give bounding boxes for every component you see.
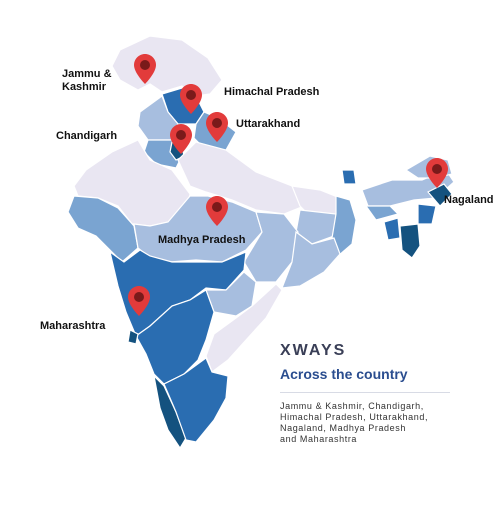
label-nagaland: Nagaland xyxy=(444,194,494,206)
info-panel: XWAYS Across the country Jammu & Kashmir… xyxy=(280,342,490,445)
state-nagaland[interactable] xyxy=(427,183,453,207)
label-uttarakhand: Uttarakhand xyxy=(236,118,301,130)
state-tripura[interactable] xyxy=(383,217,401,241)
brand-title: XWAYS xyxy=(280,342,347,359)
state-chhattisgarh[interactable] xyxy=(243,211,299,283)
state-west-bengal[interactable] xyxy=(331,195,357,258)
state-mizoram[interactable] xyxy=(399,223,421,259)
label-chandigarh: Chandigarh xyxy=(56,130,118,142)
description-text: Jammu & Kashmir, Chandigarh, Himachal Pr… xyxy=(280,401,429,444)
state-manipur[interactable] xyxy=(417,203,437,225)
state-meghalaya[interactable] xyxy=(364,205,400,221)
location-pin-icon[interactable] xyxy=(206,112,228,142)
label-himachal-pradesh: Himachal Pradesh xyxy=(224,86,320,98)
state-tamil-nadu[interactable] xyxy=(163,357,229,443)
state-kerala[interactable] xyxy=(153,374,187,450)
location-pin-icon[interactable] xyxy=(134,54,156,84)
location-pin-icon[interactable] xyxy=(180,84,202,114)
state-jharkhand[interactable] xyxy=(295,209,337,245)
state-uttar-pradesh[interactable] xyxy=(177,141,305,215)
state-goa[interactable] xyxy=(127,329,139,345)
state-telangana[interactable] xyxy=(205,271,257,317)
location-pin-icon[interactable] xyxy=(128,286,150,316)
label-jammu-kashmir: Jammu & Kashmir xyxy=(62,68,112,93)
location-pin-icon[interactable] xyxy=(206,196,228,226)
state-karnataka[interactable] xyxy=(135,289,215,385)
state-sikkim[interactable] xyxy=(341,169,357,185)
location-pin-icon[interactable] xyxy=(426,158,448,188)
location-pin-icon[interactable] xyxy=(170,124,192,154)
state-andhra-pradesh[interactable] xyxy=(205,283,283,373)
label-maharashtra: Maharashtra xyxy=(40,320,106,332)
label-madhya-pradesh: Madhya Pradesh xyxy=(158,234,246,246)
state-jammu-kashmir[interactable] xyxy=(111,35,223,97)
state-odisha[interactable] xyxy=(281,230,341,289)
tagline: Across the country xyxy=(280,366,408,382)
divider xyxy=(280,392,450,393)
